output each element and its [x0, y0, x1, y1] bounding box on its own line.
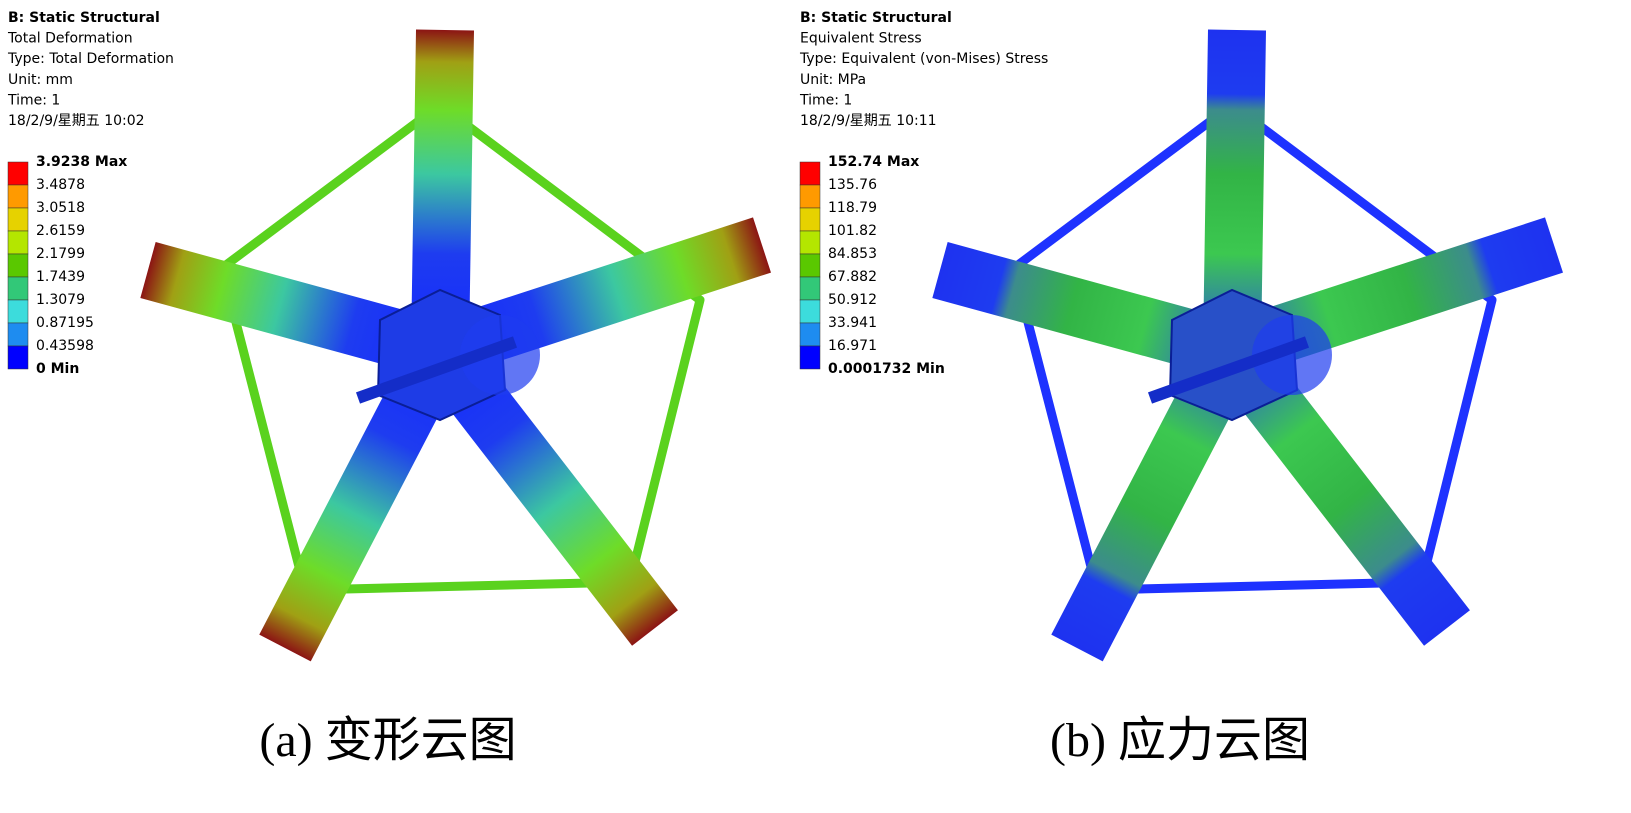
- caption: (a) 变形云图: [259, 714, 516, 767]
- shaft: [1147, 336, 1310, 404]
- shaft: [355, 336, 518, 404]
- legend-swatch: [7, 230, 29, 255]
- legend-label: 2.1799: [36, 246, 85, 262]
- header-line: Time: 1: [7, 92, 60, 108]
- legend-label: 1.7439: [36, 269, 85, 285]
- legend-swatch: [799, 253, 821, 278]
- hub-cap: [1252, 315, 1332, 395]
- header-line: B: Static Structural: [800, 10, 952, 26]
- header-line: Time: 1: [799, 92, 852, 108]
- legend-label: 33.941: [828, 315, 877, 331]
- legend-label: 118.79: [828, 200, 877, 216]
- caption: (b) 应力云图: [1050, 714, 1310, 767]
- legend-swatch: [799, 230, 821, 255]
- legend-label: 16.971: [828, 338, 877, 354]
- legend-swatch: [7, 184, 29, 209]
- header-line: Unit: MPa: [800, 72, 866, 88]
- legend-label: 67.882: [828, 269, 877, 285]
- header-line: 18/2/9/星期五 10:11: [800, 113, 937, 129]
- result-panel: B: Static Structural Total Deformation Typ…: [7, 10, 771, 767]
- header-line: B: Static Structural: [8, 10, 160, 26]
- legend-swatch: [7, 322, 29, 347]
- legend-label: 50.912: [828, 292, 877, 308]
- legend-label: 3.0518: [36, 200, 85, 216]
- legend-swatch: [7, 276, 29, 301]
- legend-label: 84.853: [828, 246, 877, 262]
- legend-swatch: [7, 299, 29, 324]
- legend-label: 0.0001732 Min: [828, 361, 945, 377]
- hub-cap: [460, 315, 540, 395]
- legend-swatch: [799, 184, 821, 209]
- header-line: Unit: mm: [8, 72, 73, 88]
- legend-label: 101.82: [828, 223, 877, 239]
- legend-label: 152.74 Max: [828, 154, 919, 170]
- legend-swatch: [7, 253, 29, 278]
- legend-label: 3.4878: [36, 177, 85, 193]
- legend-swatch: [7, 207, 29, 232]
- legend-swatch: [7, 345, 29, 370]
- legend-label: 2.6159: [36, 223, 85, 239]
- legend-label: 135.76: [828, 177, 877, 193]
- legend-label: 1.3079: [36, 292, 85, 308]
- legend-swatch: [799, 322, 821, 347]
- header-line: Type: Total Deformation: [7, 51, 174, 67]
- legend-swatch: [799, 345, 821, 370]
- header-line: 18/2/9/星期五 10:02: [8, 113, 145, 129]
- legend-label: 0.87195: [36, 315, 94, 331]
- legend-swatch: [799, 299, 821, 324]
- legend-swatch: [799, 161, 821, 186]
- legend-label: 0.43598: [36, 338, 94, 354]
- legend-swatch: [7, 161, 29, 186]
- header-line: Equivalent Stress: [800, 31, 922, 47]
- header-line: Type: Equivalent (von-Mises) Stress: [799, 51, 1048, 67]
- legend-swatch: [799, 207, 821, 232]
- legend-label: 3.9238 Max: [36, 154, 127, 170]
- result-panel: B: Static Structural Equivalent Stress Typ…: [799, 10, 1563, 767]
- header-line: Total Deformation: [7, 31, 133, 47]
- legend-swatch: [799, 276, 821, 301]
- legend-label: 0 Min: [36, 361, 79, 377]
